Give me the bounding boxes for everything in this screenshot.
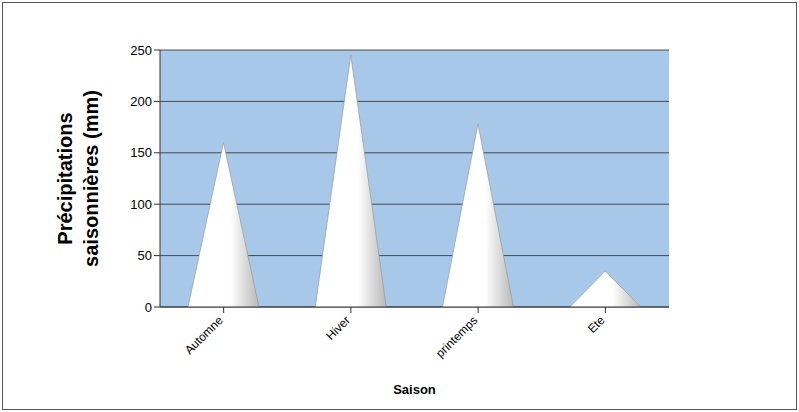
svg-text:0: 0	[145, 300, 152, 315]
svg-text:150: 150	[130, 145, 152, 160]
svg-text:Hiver: Hiver	[323, 313, 353, 343]
svg-text:saisonnières (mm): saisonnières (mm)	[80, 90, 102, 267]
svg-text:100: 100	[130, 197, 152, 212]
svg-text:Automne: Automne	[182, 313, 226, 357]
svg-text:Ete: Ete	[585, 313, 608, 336]
svg-text:Précipitations: Précipitations	[54, 112, 76, 244]
svg-text:printemps: printemps	[433, 313, 480, 360]
svg-text:50: 50	[138, 248, 152, 263]
svg-text:Saison: Saison	[393, 382, 436, 397]
svg-text:200: 200	[130, 94, 152, 109]
svg-text:250: 250	[130, 43, 152, 58]
